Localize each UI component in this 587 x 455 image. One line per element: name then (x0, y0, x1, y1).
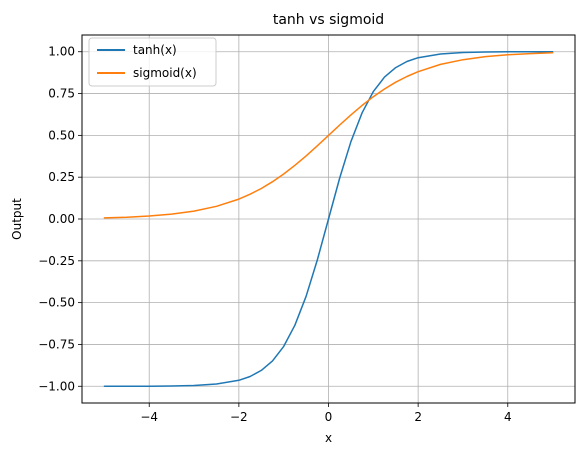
y-tick-label: 0.00 (48, 212, 75, 226)
y-tick-label: 0.25 (48, 170, 75, 184)
x-tick-label: 4 (504, 410, 512, 424)
chart-title: tanh vs sigmoid (273, 12, 384, 28)
y-tick-label: −0.50 (38, 296, 75, 310)
x-tick-label: −2 (230, 410, 248, 424)
y-tick-label: 1.00 (48, 45, 75, 59)
x-tick-label: −4 (140, 410, 158, 424)
legend-label-sigmoid: sigmoid(x) (133, 66, 197, 80)
ticks: −4 −2 0 2 4 −1.00 −0.75 −0.50 −0.25 0.00 0.25 0.50 0… (38, 45, 511, 424)
y-tick-label: 0.75 (48, 87, 75, 101)
y-tick-label: −1.00 (38, 379, 75, 393)
x-axis-title: x (325, 431, 332, 445)
y-axis-title: Output (10, 198, 24, 240)
y-tick-label: −0.75 (38, 337, 75, 351)
y-tick-label: 0.50 (48, 128, 75, 142)
y-tick-label: −0.25 (38, 254, 75, 268)
legend: tanh(x) sigmoid(x) (88, 37, 217, 87)
legend-label-tanh: tanh(x) (133, 43, 177, 57)
series-line-sigmoid (103, 52, 554, 219)
series-line-tanh (103, 50, 554, 388)
x-tick-label: 2 (414, 410, 422, 424)
x-tick-label: 0 (325, 410, 333, 424)
plot-lines (103, 50, 554, 388)
